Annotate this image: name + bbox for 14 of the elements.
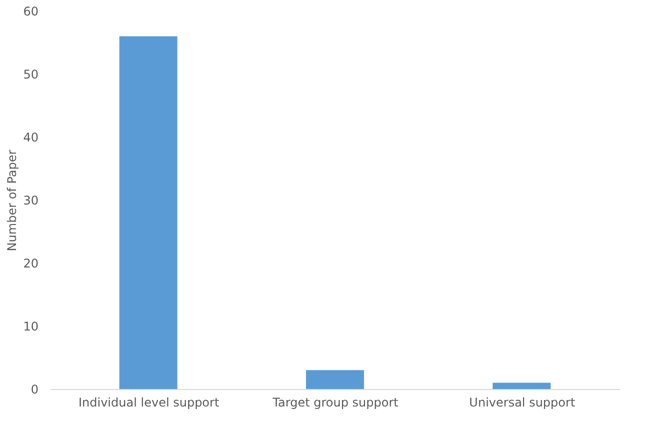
y-tick-label: 40 <box>23 130 38 144</box>
y-tick-label: 60 <box>23 4 38 18</box>
y-tick-label: 30 <box>23 194 38 208</box>
x-tick-label: Target group support <box>272 396 399 410</box>
y-tick-label: 20 <box>23 256 38 270</box>
y-tick-label: 10 <box>23 320 38 334</box>
bar <box>119 36 178 389</box>
x-tick-label: Individual level support <box>78 396 220 410</box>
bar <box>492 382 551 389</box>
x-tick-label: Universal support <box>469 396 576 410</box>
bar <box>306 370 364 389</box>
y-axis-title: Number of Paper <box>5 150 20 252</box>
y-tick-label: 50 <box>23 68 38 82</box>
y-tick-label: 0 <box>30 382 38 396</box>
